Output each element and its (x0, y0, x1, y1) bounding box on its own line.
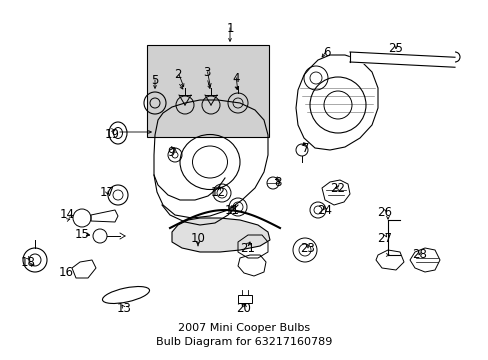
Text: 26: 26 (377, 206, 392, 219)
Text: 13: 13 (116, 302, 131, 315)
Text: 4: 4 (232, 72, 239, 85)
Text: 17: 17 (99, 185, 114, 198)
Text: 6: 6 (323, 45, 330, 58)
Text: 28: 28 (412, 248, 427, 261)
Text: 25: 25 (388, 41, 403, 54)
Text: 2: 2 (174, 68, 182, 81)
Bar (238, 295, 251, 303)
Text: 24: 24 (317, 203, 332, 216)
Polygon shape (172, 218, 269, 252)
Bar (147, 45, 268, 137)
Text: 11: 11 (224, 203, 239, 216)
Text: 18: 18 (20, 256, 35, 269)
Text: 20: 20 (236, 302, 251, 315)
Text: 21: 21 (240, 242, 255, 255)
Text: 23: 23 (300, 242, 315, 255)
Text: 10: 10 (190, 231, 205, 244)
Text: 15: 15 (74, 229, 89, 242)
Text: Bulb Diagram for 63217160789: Bulb Diagram for 63217160789 (156, 337, 332, 347)
Text: 14: 14 (60, 208, 74, 221)
Text: 3: 3 (203, 66, 210, 78)
Text: 9: 9 (167, 145, 174, 158)
Text: 2007 Mini Cooper Bulbs: 2007 Mini Cooper Bulbs (178, 323, 310, 333)
Text: 22: 22 (330, 181, 345, 194)
Text: 8: 8 (274, 175, 281, 189)
Text: 12: 12 (210, 185, 225, 198)
Text: 19: 19 (104, 129, 119, 141)
Text: 16: 16 (59, 266, 73, 279)
Text: 5: 5 (151, 73, 159, 86)
Text: 27: 27 (377, 231, 392, 244)
Text: 1: 1 (226, 22, 233, 35)
Text: 7: 7 (302, 141, 309, 154)
